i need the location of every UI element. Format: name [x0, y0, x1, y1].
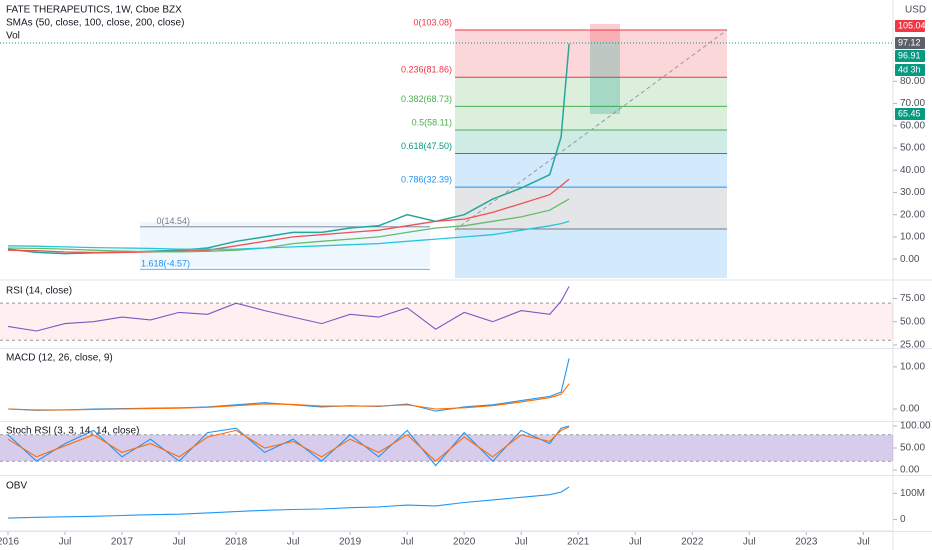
- series-line: [7, 178, 570, 254]
- fib-band: [455, 229, 727, 278]
- price-tag-label: 4d 3h: [898, 64, 921, 74]
- price-tag: [895, 37, 925, 49]
- series-line: [7, 198, 570, 253]
- pane-title: Stoch RSI (3, 3, 14, 14, close): [6, 426, 139, 437]
- time-tick-label: Jul: [857, 537, 870, 548]
- time-tick-label: Jul: [59, 537, 72, 548]
- time-tick-label: Jul: [743, 537, 756, 548]
- price-tick-label: 0.00: [900, 254, 920, 265]
- price-tick-label: 40.00: [900, 165, 925, 176]
- price-tick-label: 30.00: [900, 187, 925, 198]
- price-tick-label: 60.00: [900, 120, 925, 131]
- price-tag-label: 65.45: [898, 108, 921, 118]
- fib-label: 0.618(47.50): [401, 141, 452, 151]
- fib-band: [455, 77, 727, 107]
- fib-label: 0.5(58.11): [412, 117, 452, 127]
- pane-band: [0, 434, 893, 462]
- price-tag: [895, 64, 925, 76]
- sma-legend: SMAs (50, close, 100, close, 200, close): [6, 18, 184, 29]
- time-tick-label: Jul: [173, 537, 186, 548]
- price-tag: [895, 108, 925, 120]
- pane-tick-label: 100.00: [900, 421, 931, 432]
- time-tick-label: Jul: [287, 537, 300, 548]
- price-tick-label: 50.00: [900, 143, 925, 154]
- time-tick-label: 2017: [111, 537, 134, 548]
- fib-label: 0.382(68.73): [401, 94, 452, 104]
- pane-tick-label: 0.00: [900, 404, 920, 415]
- currency: USD: [905, 5, 926, 16]
- price-tag-label: 105.04: [898, 20, 926, 30]
- time-tick-label: Jul: [629, 537, 642, 548]
- fib-label: 0.786(32.39): [401, 175, 452, 185]
- time-tick-label: 2023: [795, 537, 818, 548]
- time-tick-label: 2020: [453, 537, 476, 548]
- price-tag: [895, 20, 925, 32]
- price-tick-label: 80.00: [900, 76, 925, 87]
- time-tick-label: 2021: [567, 537, 590, 548]
- pane-tick-label: 50.00: [900, 443, 925, 454]
- fib-band: [455, 153, 727, 188]
- pane-tick-label: 0.00: [900, 465, 920, 476]
- fib-band: [455, 30, 727, 78]
- fib-band: [455, 187, 727, 229]
- series-line: [7, 383, 570, 411]
- vol-legend: Vol: [6, 31, 20, 42]
- fib-label: 0(103.08): [413, 17, 452, 27]
- pane-title: OBV: [6, 481, 27, 492]
- price-tag-label: 97.12: [898, 37, 921, 47]
- series-line: [7, 486, 570, 519]
- pane-title: MACD (12, 26, close, 9): [6, 353, 113, 364]
- time-tick-label: Jul: [515, 537, 528, 548]
- time-tick-label: 2022: [681, 537, 704, 548]
- series-line: [7, 286, 570, 332]
- series-line: [7, 220, 570, 250]
- old-fib-label: 1.618(-4.57): [141, 259, 190, 269]
- fib-label: 0.236(81.86): [401, 65, 452, 75]
- fib-band: [455, 129, 727, 154]
- pane-tick-label: 10.00: [900, 362, 925, 373]
- price-tag: [895, 50, 925, 62]
- pane-title: RSI (14, close): [6, 286, 72, 297]
- position-box-profit: [590, 24, 620, 42]
- old-fib-label: 0(14.54): [156, 216, 190, 226]
- pane-tick-label: 50.00: [900, 316, 925, 327]
- series-line: [7, 426, 570, 462]
- position-box-loss: [590, 42, 620, 114]
- pane-tick-label: 25.00: [900, 340, 925, 351]
- price-tag-label: 96.91: [898, 50, 921, 60]
- price-tick-label: 20.00: [900, 209, 925, 220]
- pane-tick-label: 100M: [900, 488, 925, 499]
- time-tick-label: 2018: [225, 537, 248, 548]
- pane-tick-label: 75.00: [900, 293, 925, 304]
- time-tick-label: Jul: [401, 537, 414, 548]
- symbol-title: FATE THERAPEUTICS, 1W, Cboe BZX: [6, 5, 182, 16]
- time-tick-label: 2019: [339, 537, 362, 548]
- time-tick-label: 2016: [0, 537, 20, 548]
- price-tick-label: 10.00: [900, 232, 925, 243]
- price-tick-label: 70.00: [900, 98, 925, 109]
- fib-band: [455, 106, 727, 130]
- pane-band: [0, 303, 893, 341]
- pane-tick-label: 0: [900, 514, 906, 525]
